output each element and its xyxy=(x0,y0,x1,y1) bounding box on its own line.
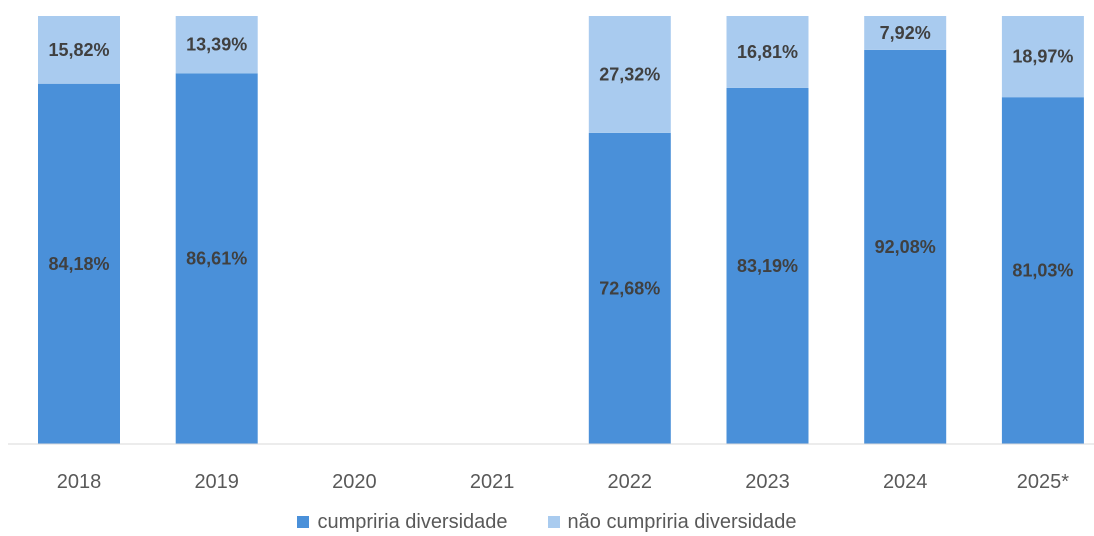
bar-segment xyxy=(38,16,120,84)
data-label: 7,92% xyxy=(880,23,931,43)
x-tick-label: 2020 xyxy=(332,471,377,493)
x-tick-label: 2018 xyxy=(57,471,102,493)
bar-segment xyxy=(864,16,947,50)
data-label: 18,97% xyxy=(1012,47,1073,67)
x-tick-label: 2022 xyxy=(608,471,653,493)
bar-segment xyxy=(1001,16,1084,98)
data-label: 83,19% xyxy=(737,256,798,276)
legend-label-cumpriria: cumpriria diversidade xyxy=(317,510,508,533)
data-label: 84,18% xyxy=(48,254,109,274)
bar-segment xyxy=(1001,97,1084,445)
x-tick-label: 2021 xyxy=(470,471,515,493)
data-label: 16,81% xyxy=(737,42,798,62)
bar-segment xyxy=(175,73,258,444)
data-label: 81,03% xyxy=(1012,261,1073,281)
data-label: 86,61% xyxy=(186,249,247,269)
x-tick-label: 2019 xyxy=(194,471,239,493)
legend-swatch-cumpriria xyxy=(297,516,310,528)
bar-segment xyxy=(175,16,258,74)
data-label: 92,08% xyxy=(875,237,936,257)
legend-item-cumpriria: cumpriria diversidade xyxy=(297,510,508,534)
stacked-bar-chart: 84,18% 15,82% 86,61% 13,39% 72,68% 27,32% 83,1… xyxy=(8,16,1094,493)
bar-segment xyxy=(726,16,809,88)
bar-segment xyxy=(588,16,671,133)
data-label: 72,68% xyxy=(599,278,660,298)
bar-segment xyxy=(588,132,671,444)
data-label: 15,82% xyxy=(48,40,109,60)
bars-group: 84,18% 15,82% 86,61% 13,39% 72,68% 27,32% 83,1… xyxy=(38,16,1084,445)
data-label: 27,32% xyxy=(599,64,660,84)
bar-segment xyxy=(38,83,120,445)
bar-segment xyxy=(726,87,809,444)
legend: cumpriria diversidade não cumpriria dive… xyxy=(0,509,1094,535)
x-tick-label: 2024 xyxy=(883,471,928,493)
x-tick-label: 2023 xyxy=(745,471,790,493)
legend-label-nao-cumpriria: não cumpriria diversidade xyxy=(567,510,797,533)
x-axis-ticks: 2018 2019 2020 2021 2022 2023 2024 2025* xyxy=(57,471,1070,493)
legend-item-nao-cumpriria: não cumpriria diversidade xyxy=(547,510,797,534)
x-tick-label: 2025* xyxy=(1017,471,1069,493)
bar-segment xyxy=(864,49,947,445)
legend-swatch-nao-cumpriria xyxy=(547,516,560,528)
data-label: 13,39% xyxy=(186,35,247,55)
